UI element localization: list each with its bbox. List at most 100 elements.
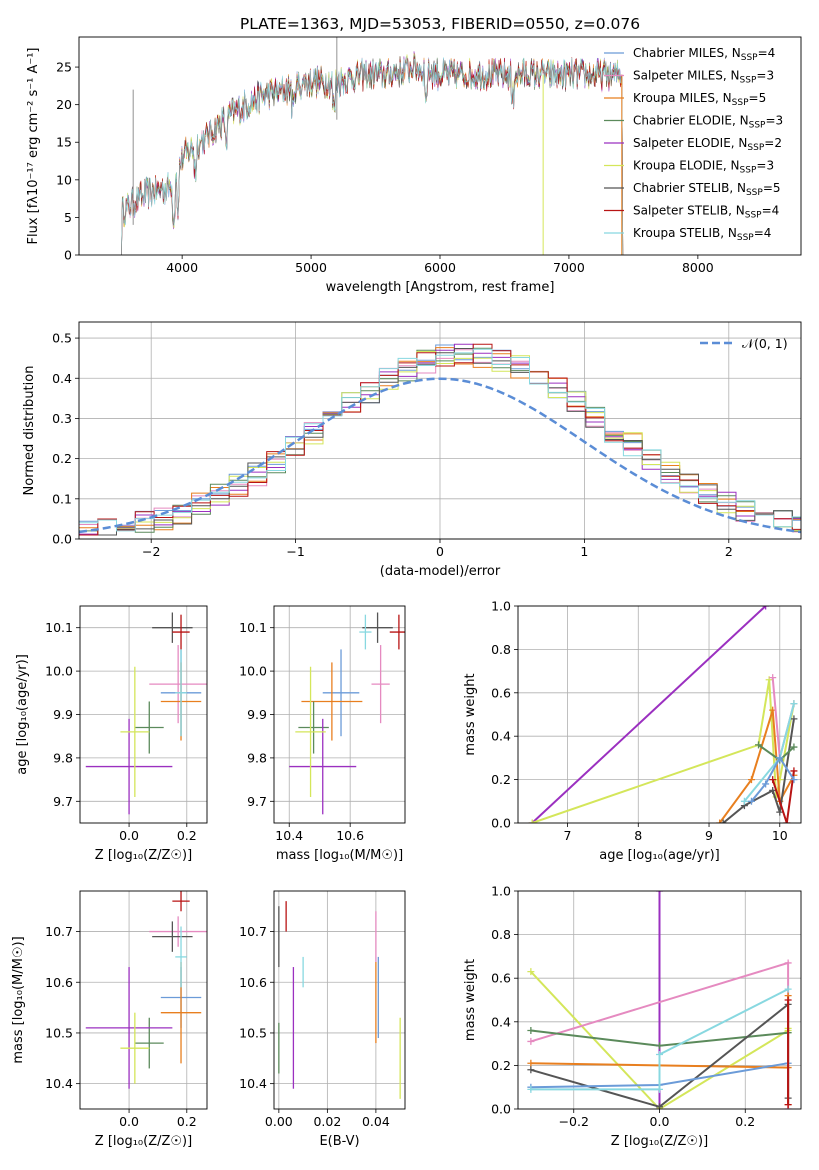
- weight-vs-Z-ytick-label: 0.2: [491, 1058, 511, 1073]
- weight-vs-Z-marker: [527, 1059, 535, 1067]
- weight-vs-Z-xlabel: Z [log₁₀(Z/Z☉)]: [611, 1134, 708, 1149]
- weight-vs-age-xtick-label: 8: [634, 828, 642, 843]
- legend-label-main: Salpeter STELIB, N: [633, 204, 745, 218]
- weight-vs-age-xtick-label: 7: [564, 828, 572, 843]
- spectrum-legend-label: Chabrier MILES, NSSP=4: [633, 46, 775, 63]
- residuals-histogram: [79, 344, 801, 536]
- weight-vs-Z-marker: [784, 959, 792, 967]
- weight-vs-age-marker: [747, 776, 755, 784]
- legend-label-main: Kroupa ELODIE, N: [633, 159, 740, 173]
- spectrum-legend-label: Chabrier STELIB, NSSP=5: [633, 181, 781, 198]
- weight-vs-age-marker: [769, 776, 777, 784]
- residuals-xtick-label: 1: [580, 544, 588, 559]
- weight-vs-age-marker: [790, 700, 798, 708]
- spectrum-ytick-label: 25: [56, 60, 72, 75]
- legend-label-main: Kroupa MILES, N: [633, 91, 732, 105]
- weight-vs-age-plot-area: [528, 606, 798, 823]
- age-vs-Z-xtick-label: 0.2: [177, 828, 197, 843]
- residuals-ytick-label: 0.0: [52, 532, 72, 547]
- weight-vs-Z-marker: [527, 1066, 535, 1074]
- weight-vs-age-marker: [747, 797, 755, 805]
- weight-vs-age-marker: [755, 741, 763, 749]
- mass-vs-Z-frame: [79, 890, 208, 1110]
- legend-label-sub: SSP: [749, 121, 766, 131]
- mass-vs-ebv-xtick-label: 0.02: [313, 1114, 341, 1129]
- mass-vs-Z-ytick-label: 10.4: [45, 1076, 73, 1091]
- spectrum-xtick-label: 7000: [553, 260, 585, 275]
- residuals-ytick-label: 0.2: [52, 451, 72, 466]
- weight-vs-Z-xtick-label: 0.2: [735, 1114, 755, 1129]
- spectrum-ytick-label: 5: [64, 210, 72, 225]
- spectrum-xlabel: wavelength [Angstrom, rest frame]: [326, 280, 555, 295]
- weight-vs-age-series-line: [722, 718, 795, 823]
- weight-vs-age-marker: [762, 780, 770, 788]
- spectrum-frame: [78, 36, 802, 256]
- weight-vs-age-series-line: [750, 755, 795, 802]
- legend-label-sub: SSP: [741, 53, 758, 63]
- spectrum-ytick-label: 20: [56, 97, 72, 112]
- legend-label-sub: SSP: [737, 233, 754, 243]
- residuals-xlabel: (data-model)/error: [380, 564, 501, 579]
- age-vs-Z-ytick-label: 9.7: [53, 794, 73, 809]
- age-vs-Z-ytick-label: 10.1: [45, 620, 73, 635]
- mass-vs-Z-xtick-label: 0.0: [119, 1114, 139, 1129]
- residuals-histogram: [79, 347, 801, 536]
- residuals-xtick-label: 2: [725, 544, 733, 559]
- residuals-ytick-label: 0.3: [52, 411, 72, 426]
- spectrum-plot-area: [121, 37, 624, 255]
- legend-label-main: Chabrier MILES, N: [633, 46, 741, 60]
- weight-vs-age-ytick-label: 0.2: [491, 772, 511, 787]
- mass-vs-Z-plot-area: [85, 891, 207, 1089]
- legend-label-tail: =5: [763, 181, 781, 195]
- mass-vs-ebv-xtick-label: 0.04: [362, 1114, 390, 1129]
- legend-label-main: Chabrier ELODIE, N: [633, 114, 749, 128]
- mass-vs-Z-panel: 0.0 0.2 10.4 10.5 10.6 10.7 Z [log₁₀(Z/Z☉)] mas…: [11, 890, 208, 1149]
- spectrum-ytick-label: 10: [56, 172, 72, 187]
- weight-vs-age-marker: [769, 674, 777, 682]
- figure-title: PLATE=1363, MJD=53053, FIBERID=0550, z=0…: [240, 15, 640, 33]
- residuals-xtick-label: 0: [436, 544, 444, 559]
- legend-label-tail: =5: [749, 91, 767, 105]
- mass-vs-ebv-ytick-label: 10.7: [239, 924, 267, 939]
- weight-vs-age-ytick-label: 0.6: [491, 685, 511, 700]
- weight-vs-Z-ytick-label: 1.0: [491, 884, 511, 899]
- weight-vs-age-marker: [783, 819, 791, 823]
- legend-label-sub: SSP: [747, 143, 764, 153]
- spectrum-legend-label: Salpeter ELODIE, NSSP=2: [633, 136, 782, 153]
- age-vs-mass-ytick-label: 9.7: [247, 794, 267, 809]
- age-vs-mass-xtick-label: 10.6: [336, 828, 364, 843]
- mass-vs-Z-ylabel: mass [log₁₀(M/M☉)]: [11, 936, 26, 1063]
- spectrum-series-line: [121, 57, 624, 255]
- weight-vs-Z-ytick-label: 0.4: [491, 1014, 511, 1029]
- age-vs-Z-ytick-label: 9.8: [53, 750, 73, 765]
- spectrum-legend-label: Salpeter STELIB, NSSP=4: [633, 204, 779, 221]
- age-vs-mass-plot-area: [289, 612, 405, 815]
- weight-vs-Z-marker: [656, 1103, 663, 1109]
- weight-vs-age-marker: [776, 754, 784, 762]
- weight-vs-Z-ytick-label: 0.6: [491, 971, 511, 986]
- mass-vs-ebv-xtick-label: 0.00: [265, 1114, 293, 1129]
- residuals-histogram: [79, 347, 801, 536]
- weight-vs-Z-xtick-label: 0.0: [650, 1114, 670, 1129]
- weight-vs-Z-marker: [656, 891, 663, 895]
- spectrum-ytick-label: 0: [64, 248, 72, 263]
- spectrum-legend-label: Kroupa ELODIE, NSSP=3: [633, 159, 774, 176]
- residuals-ytick-label: 0.4: [52, 371, 72, 386]
- mass-vs-Z-ytick-label: 10.5: [45, 1025, 73, 1040]
- weight-vs-age-marker: [765, 676, 773, 684]
- legend-label-main: Kroupa STELIB, N: [633, 226, 737, 240]
- weight-vs-Z-panel: −0.2 0.0 0.2 0.0 0.2 0.4 0.6 0.8 1.0 Z [log₁₀(Z/Z…: [463, 884, 802, 1149]
- legend-label-tail: =3: [756, 159, 774, 173]
- weight-vs-age-ytick-label: 1.0: [491, 599, 511, 614]
- residuals-histogram: [79, 343, 801, 536]
- age-vs-Z-ytick-label: 10.0: [45, 664, 73, 679]
- mass-vs-Z-ytick-label: 10.7: [45, 924, 73, 939]
- weight-vs-Z-marker: [527, 1085, 535, 1093]
- weight-vs-age-marker: [528, 819, 536, 823]
- weight-vs-age-xtick-label: 10: [772, 828, 788, 843]
- weight-vs-Z-marker: [527, 968, 535, 976]
- spectrum-xtick-label: 4000: [166, 260, 198, 275]
- age-vs-mass-frame: [273, 605, 406, 824]
- residuals-panel: −2 −1 0 1 2 0.0 0.1 0.2 0.3 0.4 0.5 (data-model)/er…: [22, 321, 802, 579]
- legend-label-sub: SSP: [740, 76, 757, 86]
